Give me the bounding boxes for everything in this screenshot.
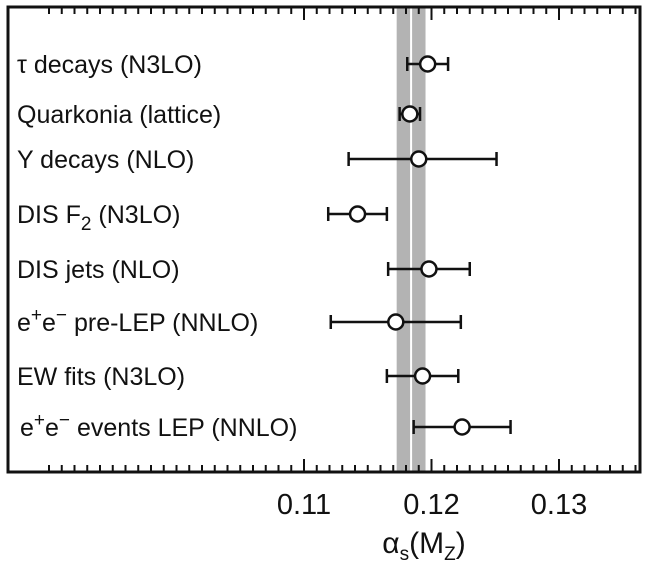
measurement-point [411, 152, 426, 167]
measurement-label: DIS jets (NLO) [17, 256, 180, 284]
measurement-point [455, 420, 470, 435]
x-axis-title: αs(MZ) [382, 527, 465, 565]
measurement-point [420, 57, 435, 72]
measurement-point [415, 369, 430, 384]
x-tick-label: 0.12 [403, 489, 459, 521]
measurement-point [421, 262, 436, 277]
measurement-label: τ decays (N3LO) [17, 51, 202, 79]
x-tick-label: 0.11 [277, 489, 331, 521]
measurement-point [402, 107, 417, 122]
measurement-label: Υ decays (NLO) [17, 146, 194, 174]
measurement-label: e+e− pre-LEP (NNLO) [17, 305, 258, 337]
measurement-label: Quarkonia (lattice) [17, 101, 221, 129]
measurement-point [350, 207, 365, 222]
measurement-label: DIS F2 (N3LO) [17, 201, 180, 235]
measurement-labels-layer: τ decays (N3LO) Quarkonia (lattice) Υ deca… [17, 51, 297, 442]
x-tick-labels-layer: 0.11 0.12 0.13 [277, 489, 587, 521]
x-tick-label: 0.13 [531, 489, 587, 521]
measurement-point [388, 315, 403, 330]
measurement-label: e+e− events LEP (NNLO) [20, 410, 297, 442]
world-average-band-layer [397, 7, 426, 472]
measurement-label: EW fits (N3LO) [17, 363, 185, 391]
